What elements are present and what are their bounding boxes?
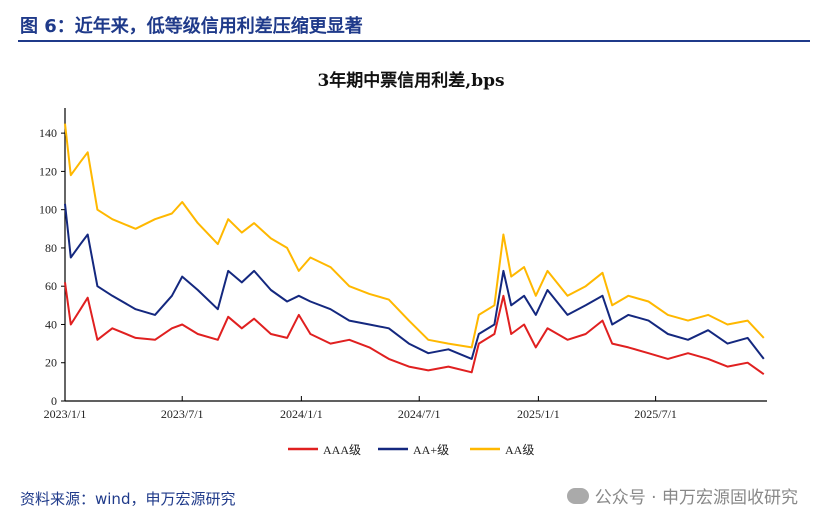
watermark-text: 公众号 · 申万宏源固收研究	[594, 488, 798, 508]
x-tick-label: 2023/7/1	[161, 407, 204, 421]
y-tick-label: 20	[45, 356, 57, 370]
source-note: 资料来源：wind，申万宏源研究	[20, 490, 236, 508]
y-tick-label: 0	[51, 394, 57, 408]
x-tick-label: 2023/1/1	[44, 407, 87, 421]
wechat-icon	[566, 487, 589, 504]
x-tick-label: 2024/7/1	[398, 407, 441, 421]
figure-title: 图 6：近年来，低等级信用利差压缩更显著	[20, 16, 363, 37]
x-tick-label: 2025/1/1	[517, 407, 560, 421]
y-tick-label: 60	[45, 279, 57, 293]
x-tick-label: 2024/1/1	[280, 407, 323, 421]
watermark: 公众号 · 申万宏源固收研究	[566, 483, 798, 508]
y-tick-label: 120	[39, 164, 57, 178]
series-line-2	[64, 123, 765, 349]
legend-label: AAA级	[323, 443, 361, 457]
y-tick-label: 80	[45, 241, 57, 255]
y-tick-label: 40	[45, 317, 57, 331]
series-line-1	[64, 203, 765, 360]
title-divider	[18, 40, 810, 42]
y-tick-label: 140	[39, 126, 57, 140]
legend-label: AA+级	[413, 443, 449, 457]
series-line-0	[64, 282, 765, 376]
legend-label: AA级	[505, 443, 534, 457]
x-tick-label: 2025/7/1	[634, 407, 677, 421]
y-tick-label: 100	[39, 203, 57, 217]
chart-title: 3年期中票信用利差,bps	[317, 71, 505, 91]
